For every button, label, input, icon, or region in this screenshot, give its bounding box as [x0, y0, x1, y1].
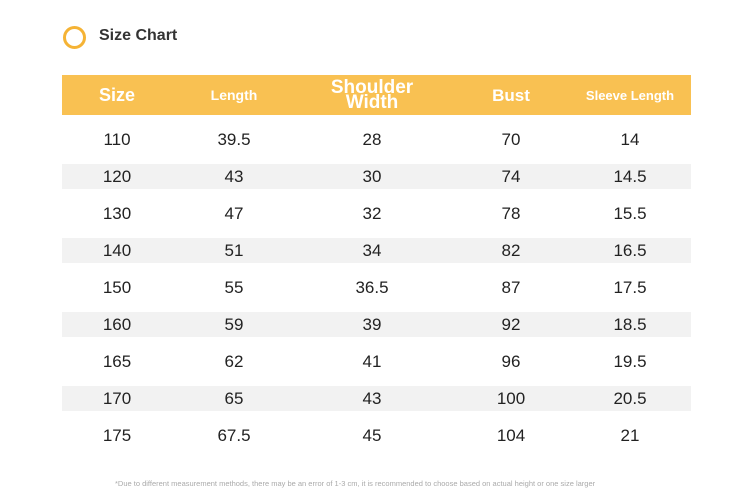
table-cell: 45 — [362, 426, 382, 445]
row-background — [62, 386, 691, 411]
table-cell: 39 — [362, 315, 382, 334]
column-header: Length — [210, 86, 258, 103]
table-cell: 62 — [224, 352, 244, 371]
table-cell: 17.5 — [613, 278, 647, 297]
table-cell: 39.5 — [217, 130, 251, 149]
table-cell: 14.5 — [613, 167, 647, 186]
table-cell: 70 — [501, 130, 521, 149]
table-cell: 78 — [501, 204, 521, 223]
table-cell: 32 — [362, 204, 382, 223]
table-cell: 51 — [224, 241, 244, 260]
footnote: *Due to different measurement methods, t… — [115, 479, 596, 488]
column-header: Size — [98, 84, 136, 105]
table-cell: 175 — [102, 426, 132, 445]
table-cell: 65 — [224, 389, 244, 408]
table-cell: 170 — [102, 389, 132, 408]
column-header: Sleeve Length — [585, 87, 675, 103]
table-cell: 100 — [496, 389, 526, 408]
table-cell: 36.5 — [355, 278, 389, 297]
row-background — [62, 238, 691, 263]
table-cell: 20.5 — [613, 389, 647, 408]
table-cell: 87 — [501, 278, 521, 297]
table-cell: 18.5 — [613, 315, 647, 334]
table-cell: 150 — [102, 278, 132, 297]
table-cell: 15.5 — [613, 204, 647, 223]
table-cell: 82 — [501, 241, 521, 260]
table-cell: 96 — [501, 352, 521, 371]
table-cell: 110 — [103, 130, 131, 149]
table-cell: 104 — [496, 426, 526, 445]
column-header: Bust — [492, 85, 530, 105]
title: Size Chart — [99, 27, 178, 44]
table-cell: 47 — [224, 204, 244, 223]
table-cell: 43 — [224, 167, 244, 186]
table-cell: 55 — [224, 278, 244, 297]
table-cell: 34 — [362, 241, 382, 260]
table-cell: 16.5 — [613, 241, 647, 260]
table-cell: 92 — [501, 315, 521, 334]
table-cell: 41 — [362, 352, 382, 371]
table-cell: 19.5 — [613, 352, 647, 371]
table-cell: 14 — [620, 130, 640, 149]
table-header: Size Length Shoulder Width Bust Sleeve Lengt… — [62, 75, 691, 115]
column-header: Shoulder Width — [330, 77, 414, 113]
row-background — [62, 312, 691, 337]
table-cell: 28 — [362, 130, 382, 149]
table-cell: 140 — [102, 241, 132, 260]
table-cell: 21 — [620, 426, 640, 445]
table-cell: 59 — [224, 315, 244, 334]
table-cell: 120 — [102, 167, 132, 186]
title-icon — [63, 26, 86, 49]
row-background — [62, 164, 691, 189]
table-cell: 74 — [501, 167, 521, 186]
table-cell: 67.5 — [217, 426, 251, 445]
table-cell: 30 — [362, 167, 382, 186]
table-cell: 160 — [102, 315, 132, 334]
table-cell: 43 — [362, 389, 382, 408]
table-cell: 165 — [102, 352, 132, 371]
table-cell: 130 — [102, 204, 132, 223]
